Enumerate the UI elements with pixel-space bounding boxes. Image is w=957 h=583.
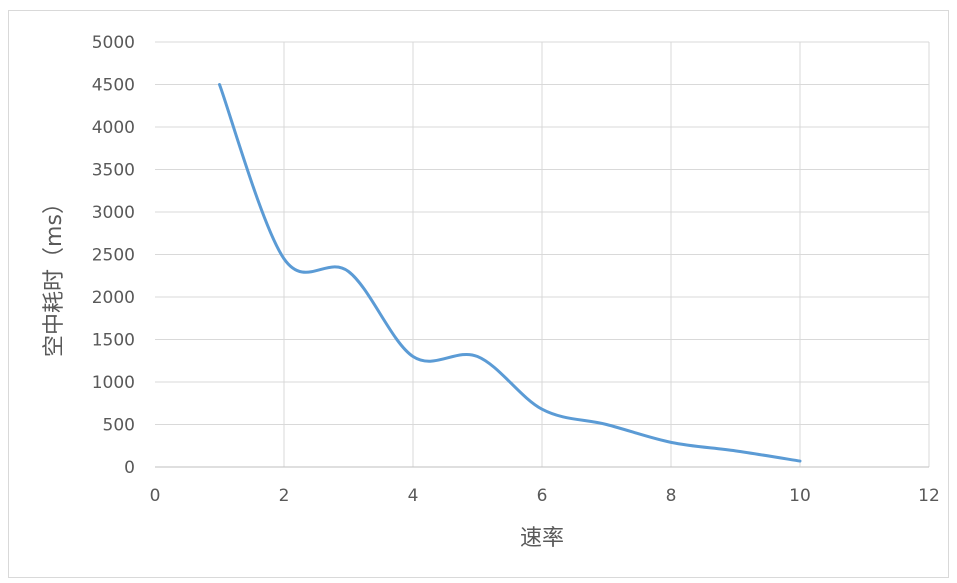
y-tick-label: 4500 [92, 76, 135, 96]
x-axis-title: 速率 [520, 526, 564, 551]
x-tick-label: 4 [408, 486, 419, 506]
x-tick-label: 8 [666, 486, 677, 506]
y-tick-labels: 0 500 1000 1500 2000 2500 3000 3500 4000 4500 5000 [92, 33, 135, 478]
x-tick-label: 2 [279, 486, 290, 506]
y-tick-label: 2500 [92, 246, 135, 266]
y-tick-label: 3000 [92, 203, 135, 223]
y-tick-label: 0 [124, 458, 135, 478]
y-tick-label: 2000 [92, 288, 135, 308]
y-tick-label: 1500 [92, 331, 135, 351]
x-tick-label: 6 [537, 486, 548, 506]
x-tick-labels: 0 2 4 6 8 10 12 [150, 486, 940, 506]
y-axis-title: 空中耗时（ms） [42, 192, 67, 357]
y-tick-label: 5000 [92, 33, 135, 53]
y-tick-label: 1000 [92, 373, 135, 393]
series-line [218, 83, 802, 463]
x-tick-label: 12 [918, 486, 940, 506]
y-tick-label: 3500 [92, 161, 135, 181]
y-tick-label: 4000 [92, 118, 135, 138]
chart-area: 0 2 4 6 8 10 12 0 500 1000 1500 2000 2500 3000 3500 40… [8, 10, 949, 578]
y-tick-label: 500 [103, 416, 135, 436]
y-gridlines [155, 41, 929, 425]
line-chart: 0 2 4 6 8 10 12 0 500 1000 1500 2000 2500 3000 3500 40… [42, 33, 940, 551]
x-tick-label: 0 [150, 486, 161, 506]
x-tick-label: 10 [789, 486, 811, 506]
series-group [218, 83, 802, 463]
